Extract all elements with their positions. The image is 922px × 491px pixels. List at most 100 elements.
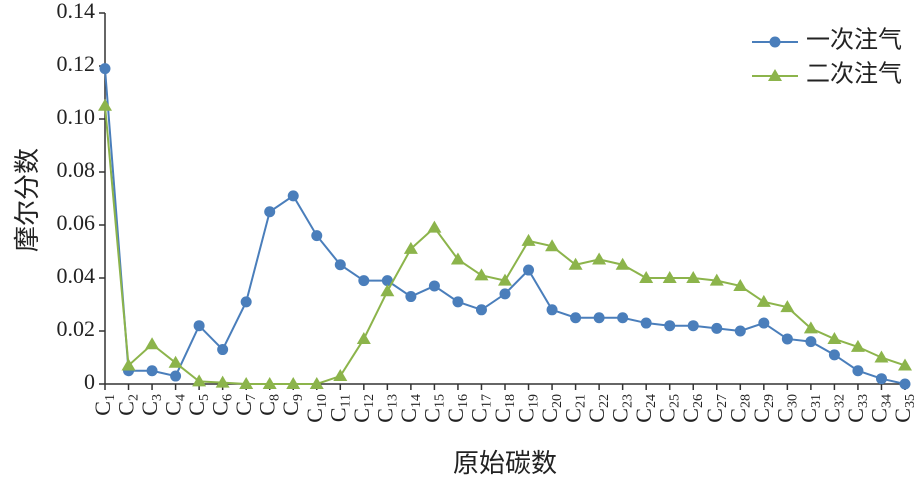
y-tick-label: 0 — [84, 369, 95, 394]
point — [615, 257, 630, 270]
x-tick-label: C29 — [749, 394, 777, 423]
point — [380, 284, 395, 297]
point — [405, 291, 417, 303]
point — [287, 190, 299, 202]
point — [474, 268, 489, 281]
point — [593, 312, 605, 324]
point — [192, 374, 207, 387]
point — [239, 377, 254, 389]
x-tick-label: C10 — [302, 394, 330, 423]
point — [309, 377, 324, 389]
point — [617, 312, 629, 324]
x-tick-label: C13 — [372, 394, 400, 423]
x-tick-label: C28 — [725, 394, 753, 423]
point — [852, 365, 864, 377]
y-tick-label: 0.14 — [57, 0, 96, 23]
point — [475, 304, 487, 316]
x-tick-label: C25 — [655, 394, 683, 423]
point — [99, 63, 111, 75]
point — [146, 365, 158, 377]
x-tick-label: C19 — [514, 394, 542, 423]
x-tick-label: C11 — [325, 394, 353, 422]
x-tick-label: C31 — [796, 394, 824, 423]
point — [217, 344, 229, 356]
point — [215, 375, 230, 388]
legend-label: 一次注气 — [806, 27, 902, 54]
x-axis-label: 原始碳数 — [453, 449, 557, 478]
point — [428, 280, 440, 292]
point — [145, 337, 160, 350]
point — [121, 358, 136, 371]
y-axis-label: 摩尔分数 — [13, 148, 42, 252]
point — [240, 296, 252, 308]
legend-label: 二次注气 — [806, 61, 902, 88]
y-tick-label: 0.06 — [57, 210, 96, 235]
point — [264, 206, 276, 218]
x-tick-label: C6 — [208, 394, 236, 416]
point — [262, 377, 277, 389]
x-tick-label: C7 — [231, 394, 259, 416]
point — [687, 320, 699, 332]
point — [781, 333, 793, 345]
point — [850, 339, 865, 352]
point — [521, 233, 536, 246]
x-tick-label: C12 — [349, 394, 377, 423]
x-tick-label: C4 — [161, 394, 189, 416]
point — [311, 230, 323, 242]
point — [499, 288, 511, 300]
point — [874, 350, 889, 363]
x-tick-label: C33 — [843, 394, 871, 423]
point — [734, 325, 746, 337]
x-tick-label: C21 — [561, 394, 589, 423]
point — [358, 275, 370, 287]
point — [758, 317, 770, 329]
y-tick-label: 0.10 — [57, 104, 96, 129]
x-tick-label: C32 — [819, 394, 847, 423]
point — [662, 271, 677, 283]
x-tick-label: C14 — [396, 394, 424, 423]
x-tick-label: C22 — [584, 394, 612, 423]
point — [899, 378, 911, 390]
point — [592, 252, 607, 265]
y-tick-label: 0.12 — [57, 51, 96, 76]
x-tick-label: C34 — [867, 394, 895, 423]
x-tick-label: C18 — [490, 394, 518, 423]
point — [733, 278, 748, 291]
point — [334, 259, 346, 271]
x-tick-label: C16 — [443, 394, 471, 423]
x-tick-label: C15 — [419, 394, 447, 423]
point — [828, 349, 840, 361]
point — [168, 355, 183, 368]
x-tick-label: C1 — [90, 394, 118, 416]
point — [756, 294, 771, 307]
point — [452, 296, 464, 308]
x-tick-label: C27 — [702, 394, 730, 423]
point — [875, 373, 887, 385]
point — [286, 377, 301, 389]
x-tick-label: C9 — [278, 394, 306, 416]
point — [639, 271, 654, 283]
point — [711, 322, 723, 334]
x-tick-label: C20 — [537, 394, 565, 423]
point — [403, 241, 418, 254]
point — [170, 370, 182, 382]
x-tick-label: C5 — [184, 394, 212, 416]
x-tick-label: C3 — [137, 394, 165, 416]
point — [570, 312, 582, 324]
point — [768, 69, 782, 81]
x-tick-label: C17 — [467, 394, 495, 423]
x-tick-label: C8 — [255, 394, 283, 416]
y-tick-label: 0.08 — [57, 157, 96, 182]
x-tick-label: C23 — [608, 394, 636, 423]
point — [546, 304, 558, 316]
y-tick-label: 0.02 — [57, 316, 96, 341]
point — [898, 358, 912, 371]
x-tick-label: C24 — [631, 394, 659, 423]
x-tick-label: C26 — [678, 394, 706, 423]
x-tick-label: C35 — [890, 394, 918, 423]
point — [98, 98, 112, 111]
point — [664, 320, 676, 332]
point — [381, 275, 393, 287]
point — [568, 257, 583, 270]
